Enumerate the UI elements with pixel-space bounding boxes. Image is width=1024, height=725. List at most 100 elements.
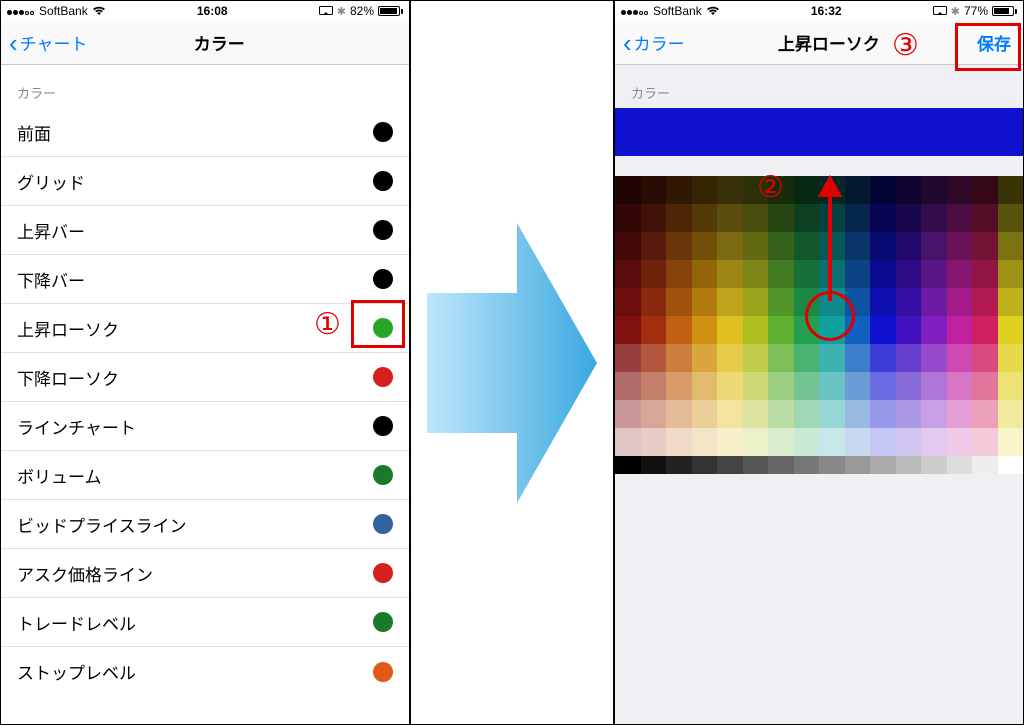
picker-cell[interactable]: [896, 260, 922, 288]
picker-cell[interactable]: [692, 400, 718, 428]
picker-cell[interactable]: [768, 204, 794, 232]
color-row[interactable]: 下降ローソク: [1, 353, 409, 402]
color-row[interactable]: トレードレベル: [1, 598, 409, 647]
picker-cell[interactable]: [972, 260, 998, 288]
picker-cell[interactable]: [845, 288, 871, 316]
grayscale-cell[interactable]: [743, 456, 769, 474]
picker-cell[interactable]: [998, 316, 1024, 344]
picker-cell[interactable]: [717, 372, 743, 400]
picker-cell[interactable]: [717, 260, 743, 288]
picker-cell[interactable]: [717, 428, 743, 456]
picker-cell[interactable]: [692, 316, 718, 344]
picker-cell[interactable]: [819, 344, 845, 372]
picker-cell[interactable]: [921, 428, 947, 456]
picker-cell[interactable]: [972, 316, 998, 344]
picker-cell[interactable]: [615, 204, 641, 232]
picker-cell[interactable]: [819, 288, 845, 316]
picker-cell[interactable]: [666, 344, 692, 372]
picker-cell[interactable]: [692, 204, 718, 232]
picker-cell[interactable]: [921, 316, 947, 344]
picker-cell[interactable]: [998, 232, 1024, 260]
picker-cell[interactable]: [768, 372, 794, 400]
picker-cell[interactable]: [641, 204, 667, 232]
grayscale-cell[interactable]: [819, 456, 845, 474]
picker-cell[interactable]: [921, 232, 947, 260]
picker-cell[interactable]: [896, 288, 922, 316]
grayscale-cell[interactable]: [921, 456, 947, 474]
picker-cell[interactable]: [692, 372, 718, 400]
picker-cell[interactable]: [921, 344, 947, 372]
picker-cell[interactable]: [666, 176, 692, 204]
picker-cell[interactable]: [794, 176, 820, 204]
picker-cell[interactable]: [819, 428, 845, 456]
grayscale-cell[interactable]: [692, 456, 718, 474]
picker-cell[interactable]: [692, 176, 718, 204]
picker-cell[interactable]: [819, 260, 845, 288]
picker-cell[interactable]: [998, 372, 1024, 400]
picker-cell[interactable]: [794, 372, 820, 400]
picker-cell[interactable]: [921, 204, 947, 232]
picker-cell[interactable]: [972, 288, 998, 316]
picker-cell[interactable]: [768, 232, 794, 260]
picker-cell[interactable]: [666, 260, 692, 288]
picker-cell[interactable]: [717, 204, 743, 232]
picker-cell[interactable]: [947, 232, 973, 260]
picker-cell[interactable]: [692, 428, 718, 456]
picker-cell[interactable]: [947, 288, 973, 316]
picker-cell[interactable]: [921, 288, 947, 316]
picker-cell[interactable]: [998, 428, 1024, 456]
picker-cell[interactable]: [819, 316, 845, 344]
picker-cell[interactable]: [692, 260, 718, 288]
picker-cell[interactable]: [896, 400, 922, 428]
picker-cell[interactable]: [717, 288, 743, 316]
picker-cell[interactable]: [972, 428, 998, 456]
picker-cell[interactable]: [998, 176, 1024, 204]
grayscale-cell[interactable]: [972, 456, 998, 474]
picker-cell[interactable]: [743, 204, 769, 232]
picker-cell[interactable]: [615, 288, 641, 316]
picker-cell[interactable]: [743, 232, 769, 260]
picker-cell[interactable]: [921, 176, 947, 204]
picker-cell[interactable]: [615, 260, 641, 288]
picker-cell[interactable]: [845, 176, 871, 204]
picker-cell[interactable]: [896, 232, 922, 260]
picker-cell[interactable]: [870, 260, 896, 288]
picker-cell[interactable]: [641, 260, 667, 288]
picker-cell[interactable]: [947, 176, 973, 204]
picker-cell[interactable]: [870, 428, 896, 456]
picker-cell[interactable]: [921, 260, 947, 288]
color-row[interactable]: ラインチャート: [1, 402, 409, 451]
color-row[interactable]: 前面: [1, 108, 409, 157]
grayscale-row[interactable]: [615, 456, 1023, 474]
picker-cell[interactable]: [692, 232, 718, 260]
picker-cell[interactable]: [845, 344, 871, 372]
back-button[interactable]: ‹ チャート: [9, 30, 88, 56]
picker-cell[interactable]: [794, 232, 820, 260]
picker-cell[interactable]: [641, 316, 667, 344]
picker-cell[interactable]: [845, 260, 871, 288]
picker-cell[interactable]: [870, 316, 896, 344]
picker-cell[interactable]: [743, 288, 769, 316]
picker-cell[interactable]: [641, 428, 667, 456]
picker-cell[interactable]: [641, 372, 667, 400]
picker-cell[interactable]: [972, 400, 998, 428]
picker-cell[interactable]: [896, 316, 922, 344]
picker-cell[interactable]: [641, 288, 667, 316]
picker-cell[interactable]: [615, 428, 641, 456]
picker-cell[interactable]: [998, 288, 1024, 316]
grayscale-cell[interactable]: [717, 456, 743, 474]
picker-cell[interactable]: [666, 372, 692, 400]
picker-cell[interactable]: [615, 372, 641, 400]
picker-cell[interactable]: [692, 344, 718, 372]
picker-cell[interactable]: [666, 428, 692, 456]
picker-cell[interactable]: [972, 204, 998, 232]
grayscale-cell[interactable]: [896, 456, 922, 474]
picker-cell[interactable]: [947, 372, 973, 400]
picker-cell[interactable]: [870, 176, 896, 204]
picker-cell[interactable]: [896, 372, 922, 400]
picker-cell[interactable]: [743, 372, 769, 400]
picker-cell[interactable]: [794, 316, 820, 344]
picker-cell[interactable]: [768, 428, 794, 456]
grayscale-cell[interactable]: [998, 456, 1024, 474]
picker-cell[interactable]: [641, 176, 667, 204]
